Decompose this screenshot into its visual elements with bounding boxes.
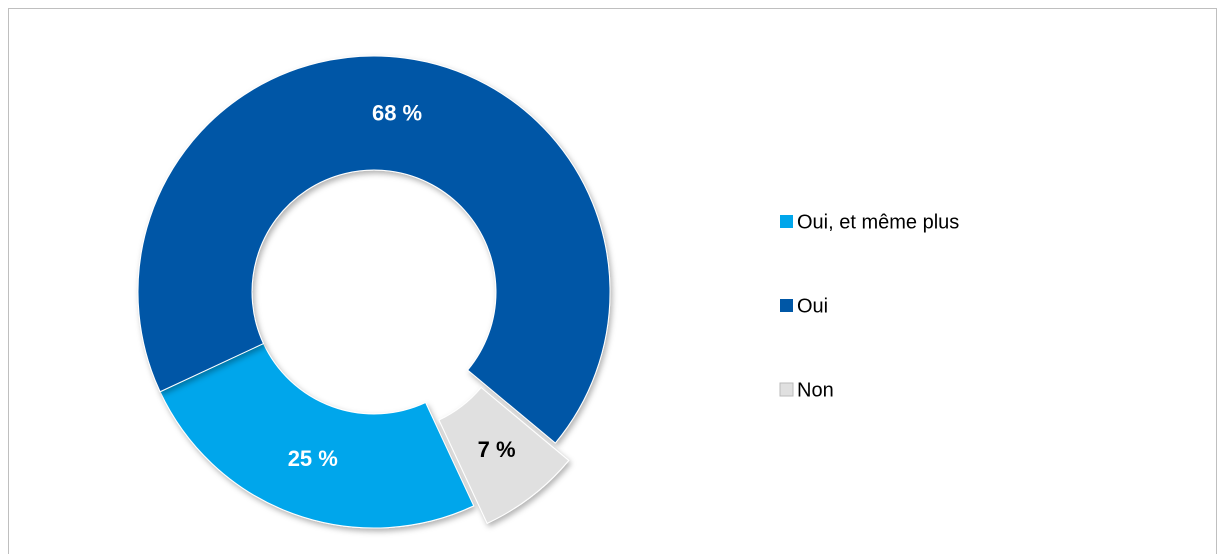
legend: Oui, et même plus Oui Non [779, 211, 959, 401]
slice [159, 342, 475, 529]
slice [438, 386, 570, 524]
frame [8, 8, 1217, 554]
data-label: 68 % [372, 100, 422, 125]
legend-swatch [780, 215, 793, 228]
data-label: 25 % [288, 446, 338, 471]
legend-label: Oui, et même plus [797, 211, 959, 233]
slice [137, 55, 611, 444]
data-label: 7 % [478, 437, 516, 462]
legend-swatch [780, 299, 793, 312]
legend-label: Oui [797, 295, 828, 317]
legend-swatch [779, 382, 794, 397]
legend-label: Non [797, 379, 834, 401]
donut: 25 % 68 % 7 % [137, 55, 611, 529]
